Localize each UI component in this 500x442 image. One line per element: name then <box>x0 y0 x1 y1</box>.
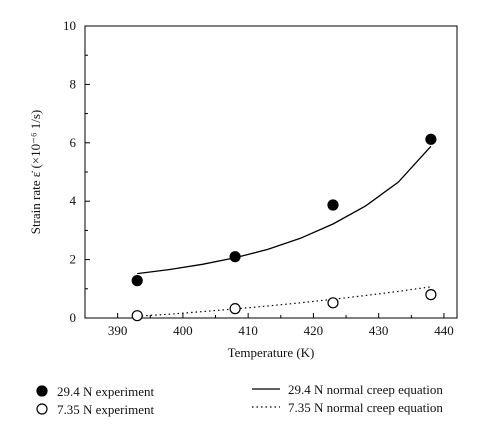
y-tick-label: 0 <box>70 310 77 325</box>
x-tick-label: 400 <box>173 323 193 338</box>
data-point <box>327 297 339 309</box>
x-tick-label: 430 <box>369 323 389 338</box>
x-tick-label: 410 <box>238 323 258 338</box>
data-point <box>425 289 437 301</box>
y-tick-label: 2 <box>70 252 77 267</box>
data-point <box>229 251 241 263</box>
legend-label: 29.4 N normal creep equation <box>288 382 443 397</box>
x-axis-title: Temperature (K) <box>228 345 315 360</box>
y-tick-label: 8 <box>70 76 77 91</box>
x-tick-label: 390 <box>108 323 128 338</box>
data-point <box>425 133 437 145</box>
plot-area: 390 400 410 420 430 440 0 2 4 6 8 10 Temperature (K)… <box>28 18 458 360</box>
y-axis-title: Strain rate ε̇ (×10⁻⁶ 1/s) <box>28 110 43 235</box>
legend: 29.4 N experiment 7.35 N experiment 29.4 N… <box>36 382 443 417</box>
data-point <box>327 199 339 211</box>
legend-label: 7.35 N normal creep equation <box>288 400 443 415</box>
x-tick-label: 440 <box>434 323 454 338</box>
legend-marker <box>36 403 48 415</box>
legend-label: 7.35 N experiment <box>57 402 155 417</box>
series-line-2 <box>137 145 432 275</box>
legend-label: 29.4 N experiment <box>57 384 155 399</box>
y-tick-label: 4 <box>70 193 77 208</box>
x-tick-label: 420 <box>304 323 324 338</box>
y-tick-label: 6 <box>70 135 77 150</box>
y-tick-label: 10 <box>63 18 76 33</box>
plot-frame <box>84 25 458 319</box>
legend-marker <box>36 385 48 397</box>
data-point <box>131 310 143 322</box>
series-line-3 <box>137 286 431 317</box>
data-point <box>229 303 241 315</box>
data-point <box>131 275 143 287</box>
